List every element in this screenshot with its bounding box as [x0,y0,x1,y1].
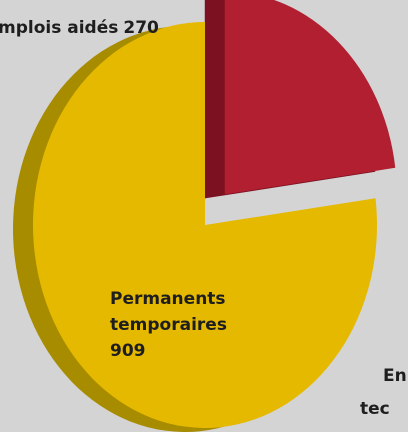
annotation: En [383,366,407,386]
slice-value: 909 [110,341,146,361]
label-text: mplois aidés [0,18,118,38]
label-value: 270 [123,18,159,38]
slice-label: temporaires [110,315,227,335]
annotation: tec [360,399,390,419]
slice [32,22,377,428]
slice [224,0,396,195]
slice-label: Permanents [110,289,226,309]
slice-label: mplois aidés 270 [0,18,159,38]
